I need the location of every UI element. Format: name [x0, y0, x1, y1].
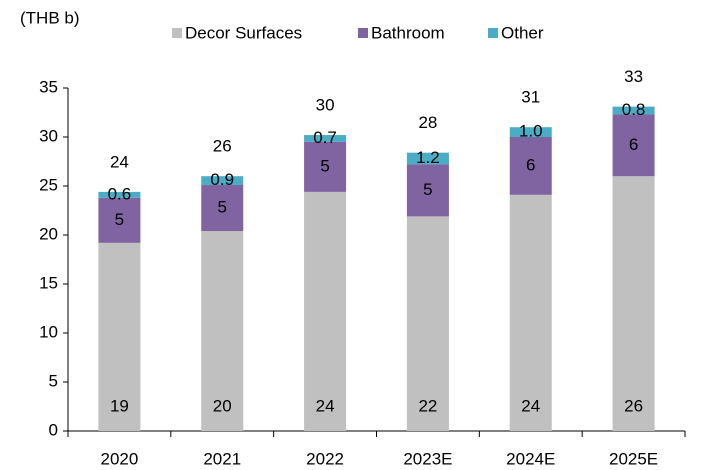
data-label: 1.0	[519, 122, 543, 141]
bar-segment	[406, 216, 449, 431]
data-label: 22	[418, 396, 437, 415]
bar-segment	[406, 164, 449, 217]
data-label: 26	[624, 396, 643, 415]
x-tick-label: 2024E	[506, 449, 555, 468]
bar-segment	[612, 106, 655, 115]
bar-segment	[304, 135, 347, 142]
y-tick-label: 5	[49, 371, 58, 390]
bar-segment	[509, 194, 552, 431]
y-tick-label: 15	[39, 273, 58, 292]
data-label: 20	[213, 396, 232, 415]
bar-segment	[509, 127, 552, 137]
y-tick-label: 10	[39, 322, 58, 341]
legend-label: Other	[501, 23, 544, 42]
total-label: 31	[521, 88, 540, 107]
x-tick-label: 2021	[203, 449, 241, 468]
legend-swatch	[358, 28, 368, 38]
data-label: 0.8	[622, 100, 646, 119]
data-label: 1.2	[416, 148, 440, 167]
bar-segment	[201, 176, 244, 186]
data-label: 24	[316, 396, 335, 415]
total-label: 26	[213, 137, 232, 156]
legend-label: Decor Surfaces	[185, 23, 302, 42]
data-label: 0.7	[313, 128, 337, 147]
legend-swatch	[488, 28, 498, 38]
y-tick-label: 0	[49, 420, 58, 439]
total-label: 30	[316, 96, 335, 115]
y-axis-label: (THB b)	[20, 8, 80, 27]
data-label: 6	[629, 135, 638, 154]
legend-label: Bathroom	[371, 23, 445, 42]
y-tick-label: 20	[39, 224, 58, 243]
data-label: 5	[423, 180, 432, 199]
data-label: 5	[320, 156, 329, 175]
x-tick-label: 2022	[306, 449, 344, 468]
y-tick-label: 30	[39, 126, 58, 145]
total-label: 24	[110, 152, 129, 171]
x-tick-label: 2025E	[609, 449, 658, 468]
bar-segment	[304, 141, 347, 192]
bar-segment	[509, 137, 552, 195]
bar-segment	[98, 197, 141, 243]
bar-segment	[612, 176, 655, 431]
data-label: 0.9	[210, 170, 234, 189]
data-label: 19	[110, 396, 129, 415]
data-label: 24	[521, 396, 540, 415]
data-label: 6	[526, 155, 535, 174]
data-label: 5	[115, 210, 124, 229]
total-label: 28	[418, 113, 437, 132]
data-label: 0.6	[108, 184, 132, 203]
total-label: 33	[624, 67, 643, 86]
bar-segment	[406, 152, 449, 165]
y-tick-label: 35	[39, 77, 58, 96]
x-tick-label: 2023E	[403, 449, 452, 468]
data-label: 5	[218, 198, 227, 217]
bar-segment	[304, 191, 347, 431]
bar-segment	[612, 114, 655, 177]
bar-segment	[201, 231, 244, 431]
x-tick-label: 2020	[101, 449, 139, 468]
bar-segment	[201, 185, 244, 232]
legend-swatch	[172, 28, 182, 38]
bar-segment	[98, 191, 141, 198]
bar-segment	[98, 242, 141, 431]
y-tick-label: 25	[39, 175, 58, 194]
